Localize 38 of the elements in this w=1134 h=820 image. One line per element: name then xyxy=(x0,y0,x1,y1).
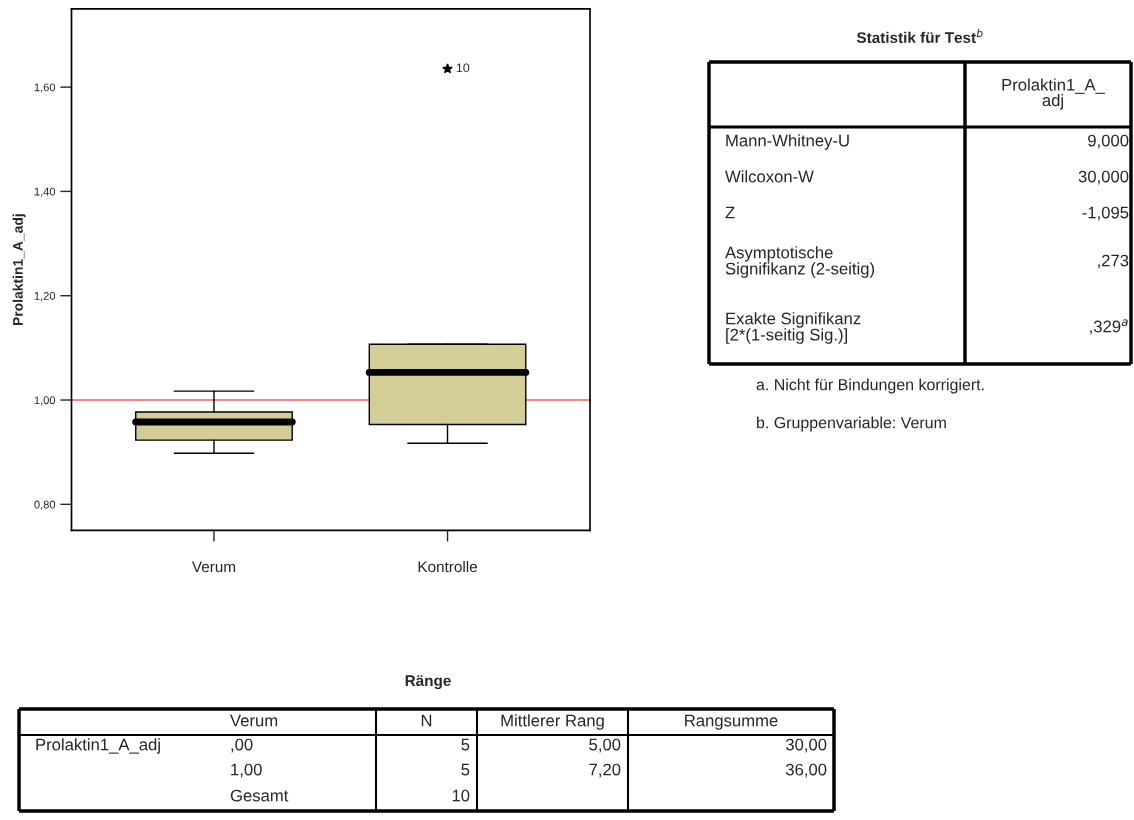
text: Asymptotische Signifikanz (2-seitig) xyxy=(725,246,875,278)
text: 5 xyxy=(461,763,470,776)
x-tick-label: Kontrolle xyxy=(418,560,477,573)
text: Prolaktin1_A_adj xyxy=(36,738,160,754)
annotation: 10 xyxy=(456,63,470,73)
text: b. Gruppenvariable: Verum xyxy=(757,416,946,432)
text: 30,00 xyxy=(785,738,827,753)
text: 10 xyxy=(452,789,470,802)
text: 7,20 xyxy=(589,763,621,778)
text: 1,00 xyxy=(231,763,262,778)
text: Mann-Whitney-U xyxy=(726,134,849,150)
text: -1,095 xyxy=(1082,206,1129,221)
y-tick-label: 1,60 xyxy=(34,83,56,93)
text: Statistik für Test$^{b}$ xyxy=(856,28,983,44)
text: ,00 xyxy=(231,738,253,753)
text: Wilcoxon-W xyxy=(725,170,814,183)
text: Rangsumme xyxy=(685,714,778,730)
y-axis-title: Prolaktin1_A_adj xyxy=(12,214,26,326)
text: 36,00 xyxy=(785,763,827,778)
text: Z xyxy=(725,206,735,219)
text: 5 xyxy=(461,738,470,751)
text: Verum xyxy=(230,714,278,727)
text: ,329$^{a}$ xyxy=(1090,319,1128,335)
text: a. Nicht für Bindungen korrigiert. xyxy=(756,378,984,394)
text: ,273 xyxy=(1098,254,1129,269)
y-tick-label: 1,00 xyxy=(34,396,56,406)
text: 9,000 xyxy=(1088,134,1129,149)
text: 30,000 xyxy=(1078,170,1129,185)
text: 5,00 xyxy=(589,738,621,753)
y-tick-label: 1,40 xyxy=(34,187,56,197)
y-tick-label: 1,20 xyxy=(34,291,56,302)
y-tick-label: 0,80 xyxy=(34,500,56,510)
text: Exakte Signifikanz [2*(1-seitig Sig.)] xyxy=(726,312,861,344)
text: Gesamt xyxy=(230,789,289,802)
text: Prolaktin1_A_ adj xyxy=(1002,78,1106,110)
text: Mittlerer Rang xyxy=(501,714,604,730)
text: Ränge xyxy=(405,675,451,690)
text: N xyxy=(421,714,432,727)
